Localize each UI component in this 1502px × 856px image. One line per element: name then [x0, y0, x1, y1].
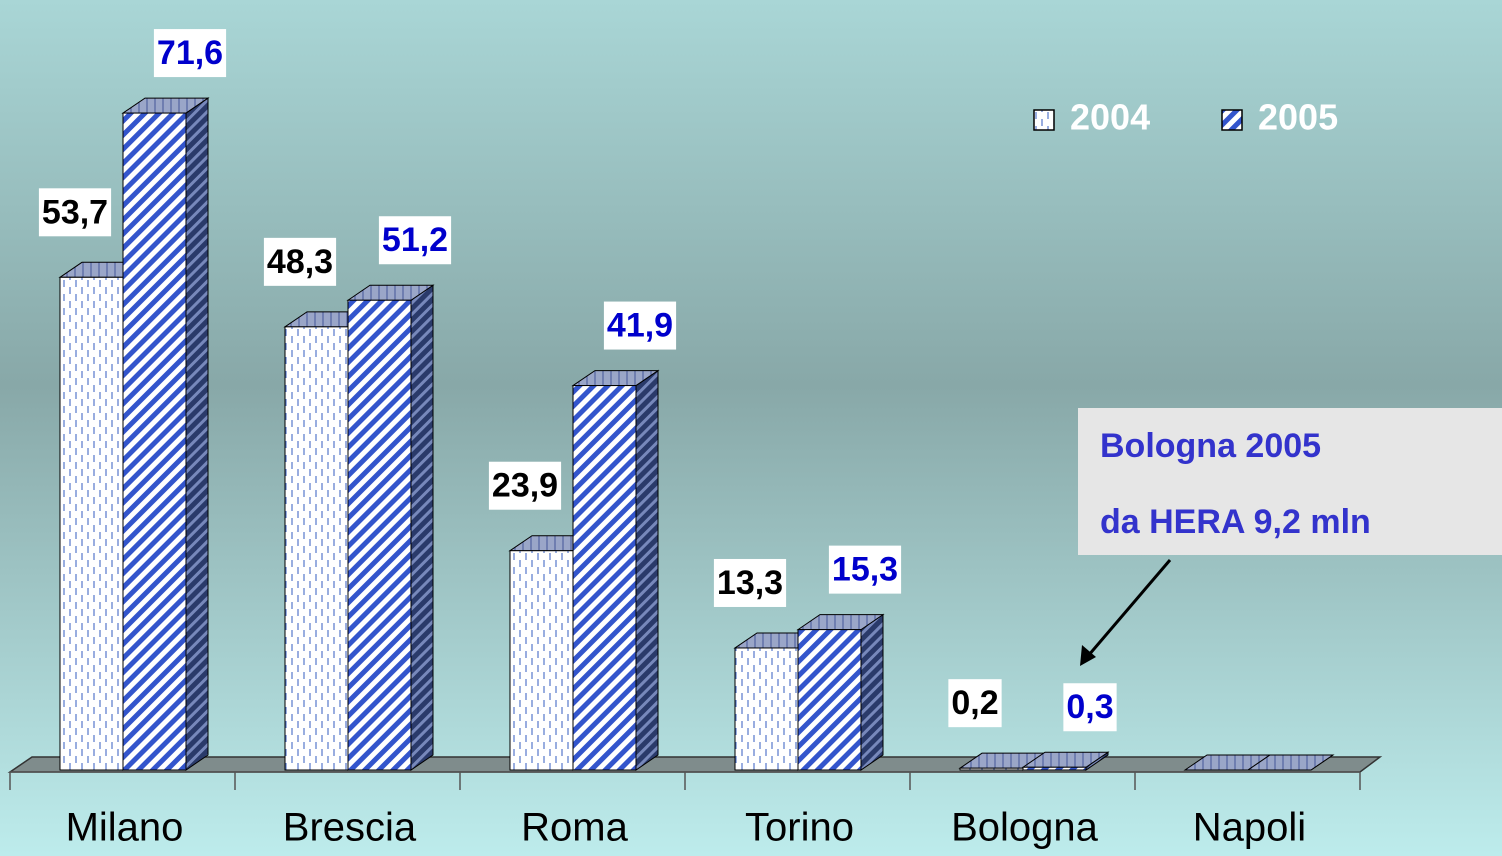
annotation: da HERA 9,2 mln [1100, 503, 1371, 541]
bar-side [635, 369, 659, 771]
bar-top [1246, 754, 1335, 771]
annotation: Bologna 2005 [1100, 427, 1321, 465]
legend-label: 2004 [1070, 97, 1150, 138]
legend-swatch [1033, 109, 1055, 131]
value-label-bg [488, 461, 562, 510]
bar-side [410, 284, 434, 771]
annotation-arrow [1086, 559, 1172, 657]
bar [284, 326, 349, 771]
bar [572, 385, 637, 771]
bar [347, 299, 412, 771]
x-tick-label: Roma [521, 806, 628, 850]
value-label-bg [378, 216, 452, 265]
value-label: 15,3 [832, 551, 898, 589]
bars [58, 97, 1335, 771]
x-tick-label: Bologna [951, 806, 1099, 850]
x-tick-label: Torino [745, 806, 854, 850]
value-label-bg [828, 545, 902, 594]
annotation-box [1078, 408, 1502, 555]
value-label-bg [713, 558, 787, 607]
bar [959, 767, 1024, 771]
value-label: 0,3 [1066, 688, 1113, 726]
value-label: 71,6 [157, 34, 223, 72]
value-label-bg [603, 301, 677, 350]
value-label-bg [1063, 683, 1117, 732]
bar [1022, 766, 1087, 771]
x-tick-label: Brescia [283, 806, 417, 850]
value-label: 53,7 [42, 193, 108, 231]
bar-side [185, 97, 209, 771]
bar [509, 550, 574, 771]
floor [7, 756, 1383, 773]
x-tick-label: Napoli [1193, 806, 1306, 850]
value-label-bg [153, 29, 227, 78]
bar [59, 276, 124, 771]
value-label-bg [38, 188, 112, 237]
value-label: 41,9 [607, 307, 673, 345]
legend-swatch [1221, 109, 1243, 131]
arrow-head [1080, 645, 1096, 666]
legend-label: 2005 [1258, 97, 1338, 138]
value-label: 23,9 [492, 467, 558, 505]
bar [122, 112, 187, 771]
bar-side [860, 613, 884, 771]
value-label-bg [263, 237, 337, 286]
value-label: 13,3 [717, 564, 783, 602]
bar [797, 629, 862, 771]
value-label: 51,2 [382, 221, 448, 259]
x-tick-label: Milano [66, 806, 184, 850]
bar [734, 647, 799, 771]
value-label: 48,3 [267, 243, 333, 281]
value-label: 0,2 [951, 684, 998, 722]
value-label-bg [948, 679, 1002, 728]
